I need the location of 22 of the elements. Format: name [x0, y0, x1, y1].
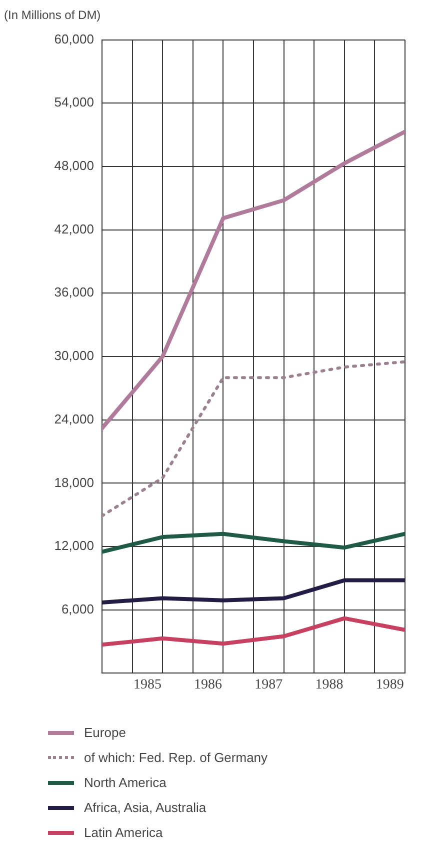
line-series: [102, 360, 405, 518]
y-tick-label: 60,000: [54, 31, 94, 46]
y-tick-label: 48,000: [54, 158, 94, 174]
y-tick-label: 30,000: [54, 348, 94, 364]
y-tick-label: 6,000: [61, 601, 94, 616]
legend-label: Africa, Asia, Australia: [84, 800, 206, 815]
x-tick-label: 1989: [376, 677, 404, 692]
x-tick-label: 1985: [133, 677, 162, 692]
y-axis-title: (In Millions of DM): [4, 8, 101, 22]
y-tick-label: 36,000: [54, 284, 94, 300]
legend-label: Latin America: [84, 825, 163, 840]
y-tick-label: 42,000: [54, 221, 94, 236]
y-tick-label: 18,000: [54, 474, 94, 490]
legend-label: North America: [84, 775, 166, 790]
x-tick-label: 1987: [254, 677, 283, 692]
x-tick-label: 1988: [315, 677, 344, 692]
legend-label: Europe: [84, 725, 126, 740]
y-tick-label: 54,000: [54, 94, 94, 110]
y-tick-label: 12,000: [54, 538, 94, 554]
y-tick-label: 24,000: [54, 411, 94, 426]
x-tick-label: 1986: [194, 677, 222, 692]
legend-label: of which: Fed. Rep. of Germany: [84, 750, 268, 765]
